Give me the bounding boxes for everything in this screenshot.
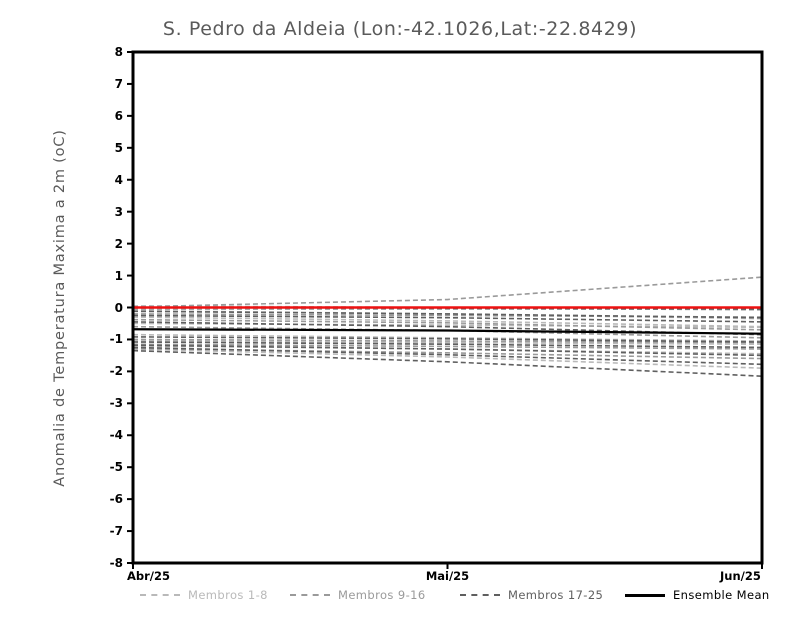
legend-label: Membros 1-8 <box>188 588 268 602</box>
legend-label: Ensemble Mean <box>673 588 770 602</box>
series-line-ensemble-mean <box>132 328 763 335</box>
series-line-member <box>132 276 763 308</box>
y-tick-label: 4 <box>114 172 123 187</box>
legend-label: Membros 17-25 <box>508 588 604 602</box>
y-tick-label: -6 <box>109 492 123 507</box>
legend-entry: Membros 17-25 <box>460 586 603 604</box>
series-line-member <box>132 318 763 331</box>
y-tick-label: -3 <box>109 396 123 411</box>
legend-swatch-icon <box>140 594 180 596</box>
chart-legend: Membros 1-8 Membros 9-16 Membros 17-25 Ense… <box>130 586 780 606</box>
y-tick-label: -4 <box>109 428 123 443</box>
series-layer <box>132 276 763 377</box>
tick-marks-layer <box>127 51 763 569</box>
series-line-member <box>132 310 763 319</box>
y-tick-label: -5 <box>109 460 123 475</box>
series-line-member <box>132 336 763 343</box>
legend-entry: Ensemble Mean <box>625 586 770 604</box>
series-line-member <box>132 314 763 323</box>
series-line-member <box>132 340 763 346</box>
y-tick-label: 1 <box>114 268 123 283</box>
y-tick-label: -8 <box>109 556 123 570</box>
series-line-member <box>132 333 763 342</box>
legend-swatch-icon <box>290 594 330 596</box>
series-line-member <box>132 349 763 377</box>
y-tick-label: 2 <box>114 236 123 251</box>
series-line-member <box>132 343 763 350</box>
series-line-member <box>132 344 763 357</box>
x-tick-label: Abr/25 <box>127 569 171 583</box>
series-line-member <box>132 316 763 328</box>
legend-entry: Membros 1-8 <box>140 586 268 604</box>
y-tick-label: 6 <box>114 108 123 123</box>
y-tick-label: 5 <box>114 140 123 155</box>
series-line-member <box>132 338 763 344</box>
legend-entry: Membros 9-16 <box>290 586 426 604</box>
series-line-member <box>132 341 763 349</box>
legend-swatch-icon <box>460 594 500 596</box>
y-tick-label: -1 <box>109 332 123 347</box>
x-tick-label: Mai/25 <box>425 569 470 583</box>
legend-label: Membros 9-16 <box>338 588 426 602</box>
legend-swatch-icon <box>625 593 665 597</box>
y-tick-label: -7 <box>109 524 123 539</box>
y-tick-label: 0 <box>114 300 123 315</box>
y-tick-label: 7 <box>114 76 123 91</box>
x-tick-label: Jun/25 <box>720 569 761 583</box>
y-tick-label: 8 <box>114 45 123 59</box>
y-tick-label: -2 <box>109 364 123 379</box>
series-line-member <box>132 346 763 366</box>
series-line-member <box>132 348 763 369</box>
y-tick-label: 3 <box>114 204 123 219</box>
chart-title: S. Pedro da Aldeia (Lon:-42.1026,Lat:-22… <box>162 18 638 40</box>
